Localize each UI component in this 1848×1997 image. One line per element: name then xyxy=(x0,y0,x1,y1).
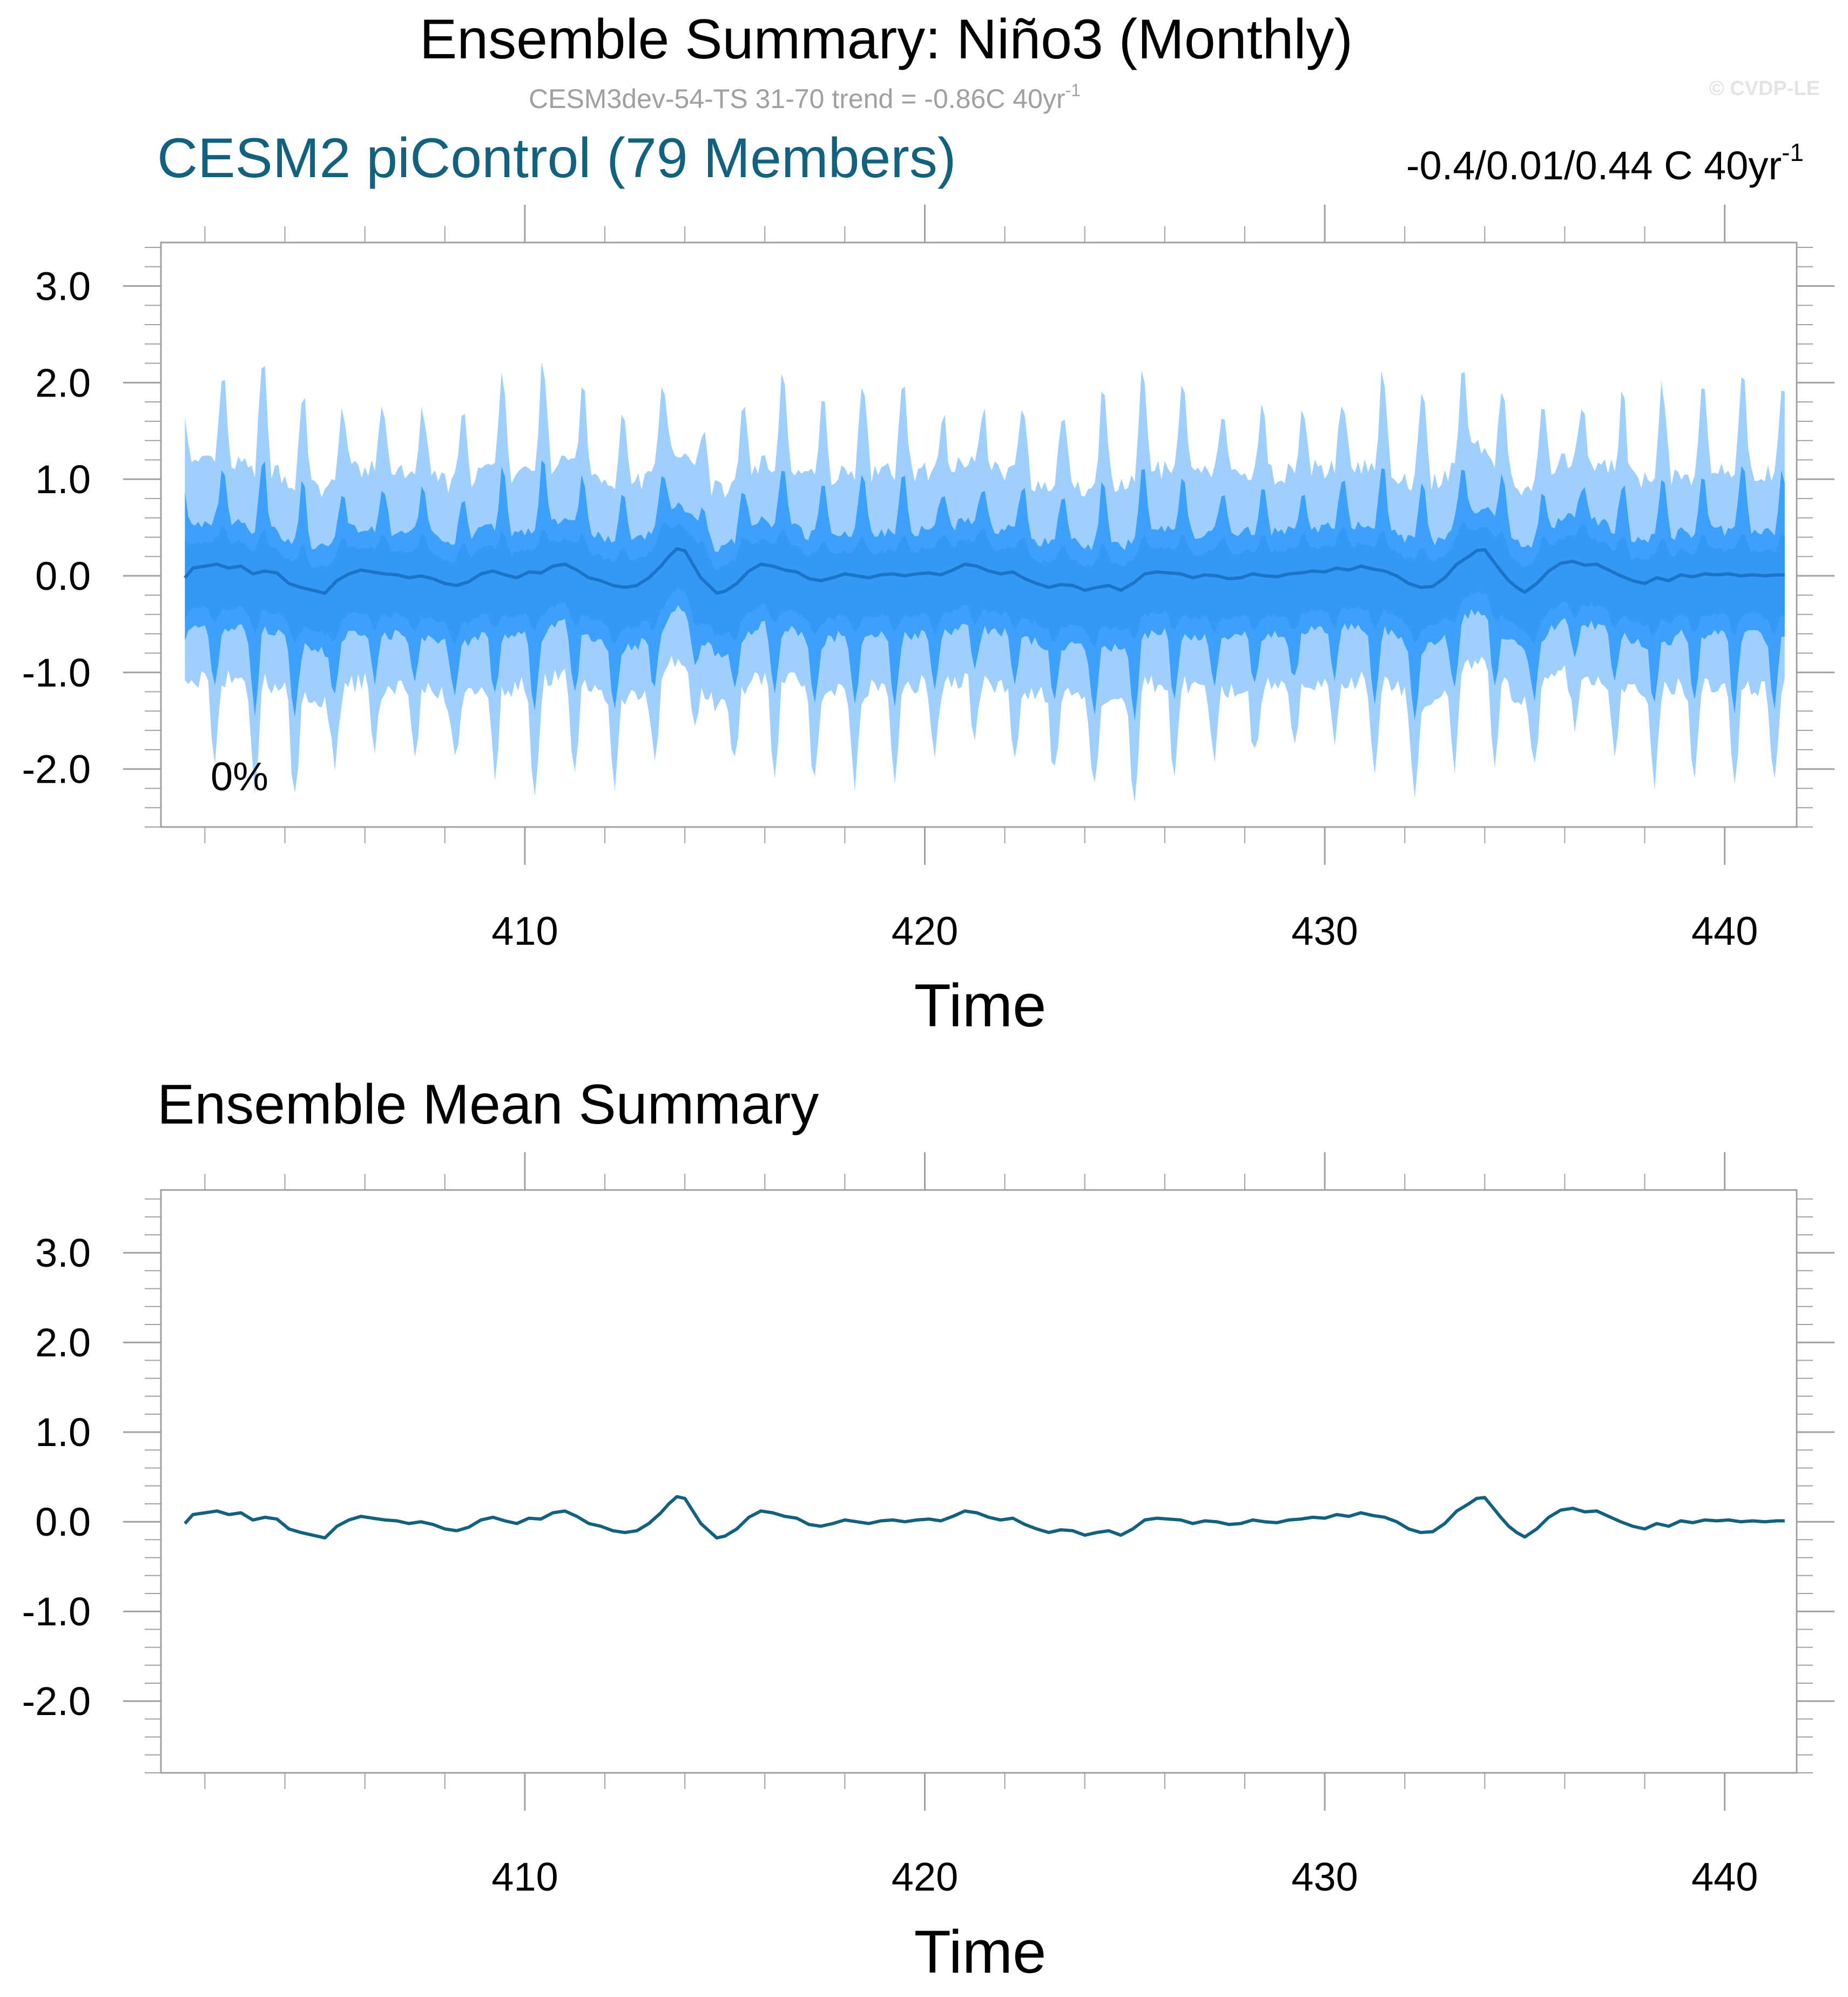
panel2-y-tick-label: 0.0 xyxy=(35,1500,91,1544)
panel2-y-tick-label: 1.0 xyxy=(35,1410,91,1455)
panel1-x-tick-label: 410 xyxy=(491,909,558,953)
panel1-y-tick-label: 3.0 xyxy=(35,264,91,308)
panel2-title: Ensemble Mean Summary xyxy=(157,1073,819,1136)
figure-subtitle: CESM3dev-54-TS 31-70 trend = -0.86C 40yr… xyxy=(529,80,1081,114)
panel1-x-tick-label: 430 xyxy=(1291,909,1358,953)
panel1-annotation: 0% xyxy=(211,754,268,799)
panel1-y-tick-label: -2.0 xyxy=(22,747,91,792)
panel1-y-tick-label: -1.0 xyxy=(22,650,91,695)
panel2-y-tick-label: -2.0 xyxy=(22,1679,91,1724)
panel1-x-tick-label: 440 xyxy=(1691,909,1758,953)
panel1-y-tick-label: 1.0 xyxy=(35,457,91,502)
copyright-label: © CVDP-LE xyxy=(1709,77,1820,100)
panel1-x-axis-title: Time xyxy=(914,972,1047,1039)
panel1-y-tick-label: 0.0 xyxy=(35,554,91,599)
panel2-x-tick-label: 410 xyxy=(491,1854,558,1899)
subtitle-main: CESM3dev-54-TS 31-70 trend = -0.86C 40yr xyxy=(529,84,1065,114)
panel1-trend-value: -0.4/0.01/0.44 C 40yr xyxy=(1406,143,1782,188)
panel1-trend-superscript: -1 xyxy=(1782,138,1804,166)
panel2-y-tick-label: 3.0 xyxy=(35,1231,91,1275)
panel2-y-tick-label: 2.0 xyxy=(35,1320,91,1365)
panel2-y-tick-label: -1.0 xyxy=(22,1589,91,1634)
panel1-x-tick-label: 420 xyxy=(892,909,958,953)
subtitle-superscript: -1 xyxy=(1065,80,1081,100)
panel2-x-tick-label: 420 xyxy=(892,1854,958,1899)
figure-title: Ensemble Summary: Niño3 (Monthly) xyxy=(420,8,1353,71)
panel1-member-label: CESM2 piControl (79 Members) xyxy=(157,127,956,190)
panel2-x-tick-label: 430 xyxy=(1291,1854,1358,1899)
panel1-y-tick-label: 2.0 xyxy=(35,360,91,405)
panel1-trend-label: -0.4/0.01/0.44 C 40yr-1 xyxy=(1406,138,1804,188)
panel2-x-tick-label: 440 xyxy=(1691,1854,1758,1899)
panel2-x-axis-title: Time xyxy=(914,1918,1047,1986)
